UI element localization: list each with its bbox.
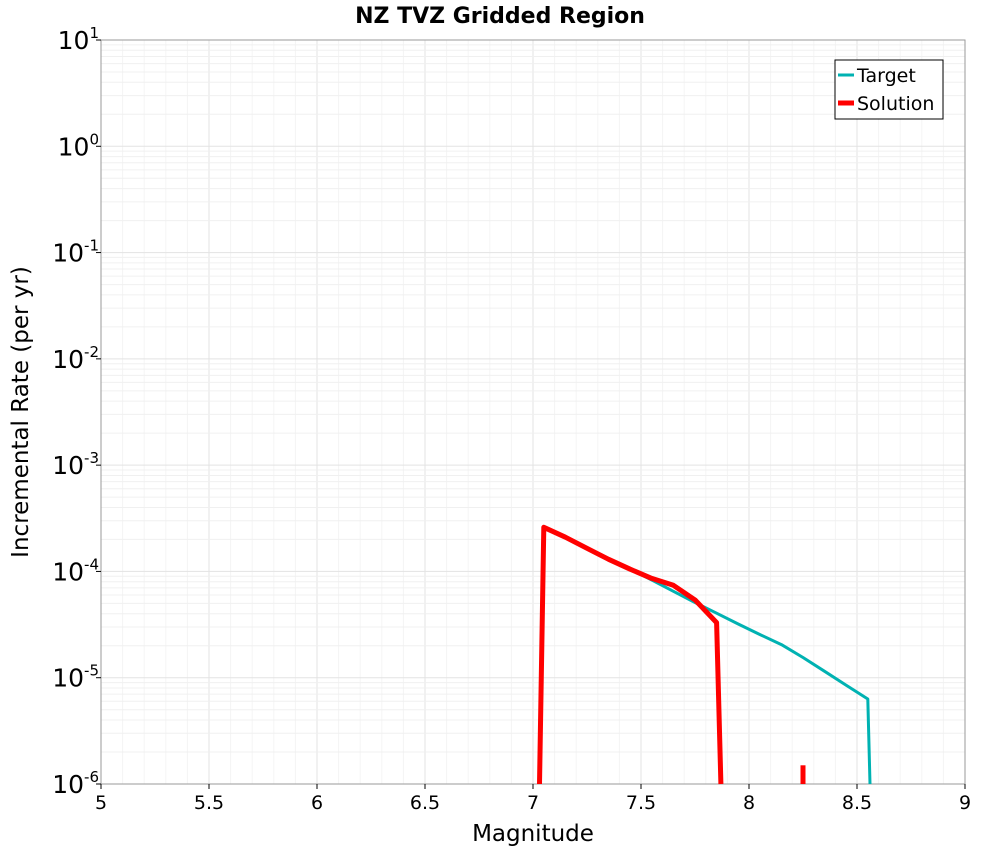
- x-tick-label: 7: [527, 792, 539, 814]
- grid: [100, 39, 966, 785]
- series-line-solution: [537, 524, 724, 785]
- x-axis-ticks: 5 5.5 6 6.5 7 7.5 8 8.5 9: [95, 784, 971, 814]
- legend: Target Solution: [834, 59, 944, 120]
- y-tick-label: 10-5: [52, 662, 99, 693]
- x-tick-label: 8: [743, 792, 755, 814]
- chart-title: NZ TVZ Gridded Region: [355, 4, 645, 29]
- y-tick-label: 10-4: [52, 555, 99, 586]
- legend-box: [834, 59, 944, 120]
- y-axis-label: Incremental Rate (per yr): [8, 266, 34, 558]
- legend-label-target: Target: [856, 65, 916, 87]
- x-tick-label: 5: [95, 792, 107, 814]
- x-tick-label: 6: [311, 792, 323, 814]
- x-axis-label: Magnitude: [472, 821, 594, 847]
- x-tick-label: 9: [959, 792, 971, 814]
- x-tick-label: 6.5: [410, 792, 440, 814]
- series-group: [537, 524, 872, 785]
- legend-label-solution: Solution: [857, 93, 934, 115]
- x-tick-label: 8.5: [842, 792, 872, 814]
- x-tick-label: 5.5: [194, 792, 224, 814]
- y-tick-label: 10-6: [52, 768, 99, 799]
- x-tick-label: 7.5: [626, 792, 656, 814]
